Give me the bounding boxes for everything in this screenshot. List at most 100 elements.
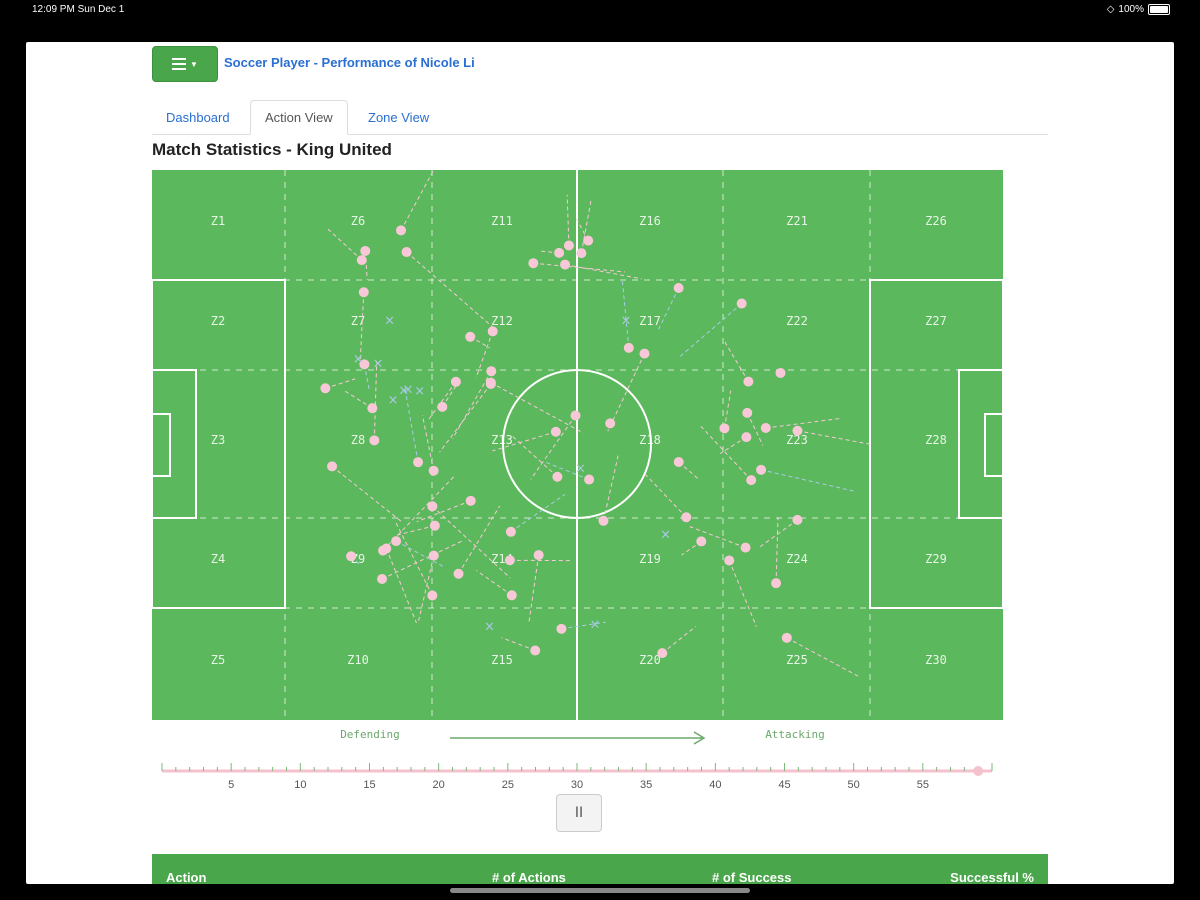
action-marker[interactable] [450, 376, 461, 387]
action-marker[interactable] [554, 247, 565, 258]
zone-label: Z20 [639, 653, 661, 667]
action-marker[interactable] [377, 574, 388, 585]
action-marker[interactable] [576, 248, 587, 259]
action-marker[interactable] [605, 418, 616, 429]
action-marker[interactable] [623, 342, 634, 353]
action-marker[interactable] [584, 474, 595, 485]
action-marker[interactable] [465, 495, 476, 506]
action-marker[interactable] [560, 259, 571, 270]
action-marker[interactable] [437, 401, 448, 412]
menu-button[interactable]: ▼ [152, 46, 218, 82]
action-marker[interactable] [360, 245, 371, 256]
zone-label: Z29 [925, 552, 947, 566]
action-marker[interactable] [320, 383, 331, 394]
center-circle [502, 369, 652, 519]
failed-action-icon[interactable]: × [589, 617, 600, 632]
action-marker[interactable] [453, 568, 464, 579]
action-marker[interactable] [530, 645, 541, 656]
action-marker[interactable] [391, 536, 402, 547]
failed-action-icon[interactable]: × [414, 384, 425, 399]
failed-action-icon[interactable]: × [403, 383, 414, 398]
action-path [403, 385, 419, 463]
failed-action-icon[interactable]: × [621, 313, 632, 328]
action-marker[interactable] [327, 461, 338, 472]
action-marker[interactable] [792, 425, 803, 436]
failed-action-icon[interactable]: × [398, 384, 409, 399]
app-screen: ▼ Soccer Player - Performance of Nicole … [26, 42, 1174, 884]
failed-action-icon[interactable]: × [388, 393, 399, 408]
app-title[interactable]: Soccer Player - Performance of Nicole Li [224, 55, 475, 70]
action-marker[interactable] [719, 423, 730, 434]
action-marker[interactable] [485, 377, 496, 388]
zone-label: Z26 [925, 214, 947, 228]
action-marker[interactable] [427, 501, 438, 512]
tab-action-view[interactable]: Action View [250, 100, 348, 135]
action-marker[interactable] [346, 551, 357, 562]
pause-button[interactable]: II [556, 794, 602, 832]
action-marker[interactable] [673, 283, 684, 294]
action-marker[interactable] [428, 550, 439, 561]
action-marker[interactable] [740, 542, 751, 553]
action-marker[interactable] [775, 367, 786, 378]
action-path [700, 425, 752, 481]
zone-label: Z27 [925, 314, 947, 328]
failed-action-icon[interactable]: × [373, 357, 384, 372]
action-marker[interactable] [583, 235, 594, 246]
action-marker[interactable] [781, 632, 792, 643]
action-marker[interactable] [556, 623, 567, 634]
action-marker[interactable] [367, 403, 378, 414]
action-marker[interactable] [681, 512, 692, 523]
action-marker[interactable] [696, 536, 707, 547]
action-marker[interactable] [639, 348, 650, 359]
action-marker[interactable] [413, 457, 424, 468]
action-marker[interactable] [465, 331, 476, 342]
action-marker[interactable] [746, 475, 757, 486]
action-marker[interactable] [429, 520, 440, 531]
battery-icon [1148, 4, 1170, 15]
action-marker[interactable] [552, 471, 563, 482]
action-marker[interactable] [381, 543, 392, 554]
failed-action-icon[interactable]: × [353, 352, 364, 367]
action-marker[interactable] [401, 247, 412, 258]
zone-label: Z7 [351, 314, 365, 328]
action-marker[interactable] [598, 515, 609, 526]
action-marker[interactable] [356, 255, 367, 266]
col-action: Action [166, 870, 207, 884]
action-marker[interactable] [563, 240, 574, 251]
action-marker[interactable] [756, 464, 767, 475]
action-path [689, 526, 746, 549]
failed-action-icon[interactable]: × [575, 461, 586, 476]
action-marker[interactable] [369, 435, 380, 446]
action-marker[interactable] [741, 432, 752, 443]
action-marker[interactable] [550, 426, 561, 437]
action-marker[interactable] [504, 555, 515, 566]
action-marker[interactable] [486, 366, 497, 377]
action-marker[interactable] [428, 465, 439, 476]
action-marker[interactable] [505, 526, 516, 537]
action-marker[interactable] [570, 410, 581, 421]
timeline-handle[interactable] [973, 766, 984, 776]
action-marker[interactable] [792, 514, 803, 525]
action-marker[interactable] [358, 287, 369, 298]
failed-action-icon[interactable]: × [484, 620, 495, 635]
action-marker[interactable] [743, 376, 754, 387]
tab-dashboard[interactable]: Dashboard [166, 110, 230, 125]
action-marker[interactable] [673, 457, 684, 468]
action-marker[interactable] [724, 555, 735, 566]
tab-zone-view[interactable]: Zone View [368, 110, 430, 125]
action-marker[interactable] [506, 590, 517, 601]
action-marker[interactable] [528, 258, 539, 269]
action-marker[interactable] [427, 590, 438, 601]
failed-action-icon[interactable]: × [384, 314, 395, 329]
action-marker[interactable] [396, 225, 406, 236]
action-marker[interactable] [657, 648, 668, 659]
action-marker[interactable] [742, 407, 753, 418]
action-marker[interactable] [771, 578, 782, 589]
failed-action-icon[interactable]: × [660, 528, 671, 543]
action-marker[interactable] [487, 326, 498, 337]
action-path [678, 461, 700, 481]
action-marker[interactable] [760, 422, 771, 433]
action-marker[interactable] [533, 550, 544, 561]
action-marker[interactable] [359, 359, 370, 370]
action-marker[interactable] [736, 298, 747, 309]
